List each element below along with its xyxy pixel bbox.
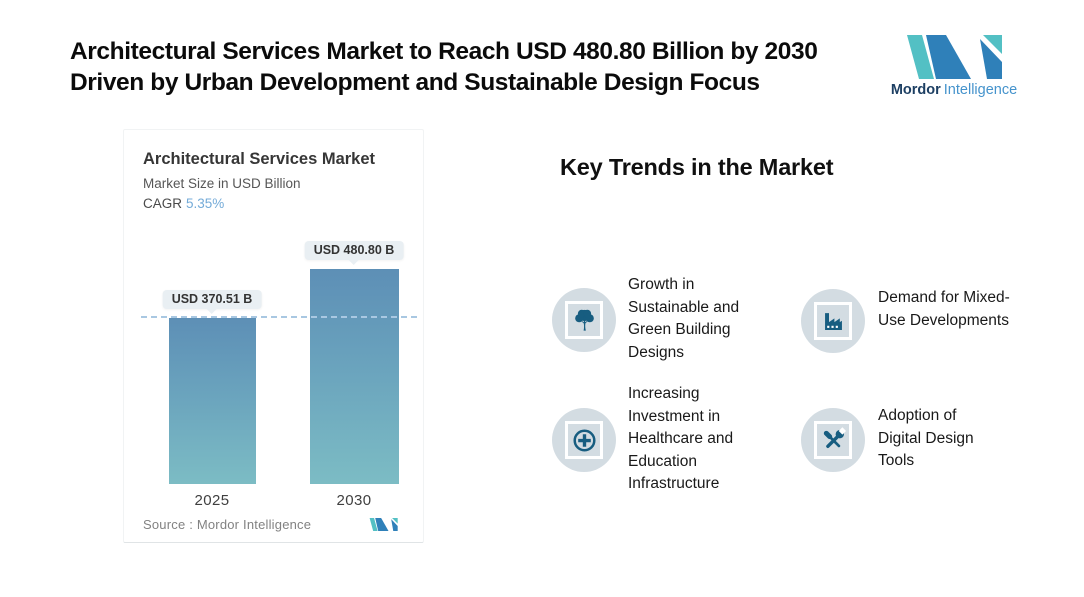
brand-name-bold: Mordor: [890, 82, 941, 98]
cagr-label: CAGR: [143, 196, 183, 211]
tree-icon: [552, 288, 616, 352]
reference-dashed-line: [141, 316, 417, 318]
tools-icon: [801, 408, 865, 472]
brand-logo: Mordor Intelligence: [886, 35, 1022, 98]
brand-name-light: Intelligence: [943, 82, 1018, 98]
trend-label-sustainable: Growth in Sustainable and Green Building…: [628, 276, 740, 361]
page-title-line1: Architectural Services Market to Reach U…: [70, 38, 818, 65]
x-axis-label-2025: 2025: [194, 492, 230, 509]
chart-cagr: CAGR 5.35%: [143, 196, 224, 211]
bar-2025: [169, 318, 256, 484]
bar-2030: [310, 269, 399, 484]
brand-name: Mordor Intelligence: [886, 82, 1022, 98]
bar-label-2025: USD 370.51 B: [162, 290, 262, 309]
tools-icon-frame: [814, 421, 852, 459]
source-text: Source : Mordor Intelligence: [143, 517, 312, 532]
medical-cross-icon-frame: [565, 421, 603, 459]
market-chart-card: Architectural Services Market Market Siz…: [123, 129, 424, 543]
trend-label-digital-tools: Adoption of Digital Design Tools: [878, 407, 974, 469]
x-axis-label-2030: 2030: [336, 492, 372, 509]
mordor-logo-small-icon: [369, 518, 398, 531]
mordor-logo-icon: [907, 35, 1002, 79]
page-title: Architectural Services Market to Reach U…: [70, 36, 818, 98]
trend-label-mixed-use: Demand for Mixed-Use Developments: [878, 289, 1010, 329]
bar-chart-plot: USD 370.51 B USD 480.80 B: [124, 241, 425, 484]
chart-title: Architectural Services Market: [143, 150, 376, 168]
key-trends-heading: Key Trends in the Market: [560, 154, 834, 180]
page-title-line2: Driven by Urban Development and Sustaina…: [70, 69, 760, 96]
factory-icon-frame: [814, 302, 852, 340]
tree-icon-frame: [565, 301, 603, 339]
trend-label-healthcare: Increasing Investment in Healthcare and …: [628, 385, 734, 492]
bar-label-2030: USD 480.80 B: [304, 241, 404, 260]
factory-icon: [801, 289, 865, 353]
chart-subtitle: Market Size in USD Billion: [143, 176, 301, 191]
cagr-value: 5.35%: [186, 196, 225, 211]
medical-cross-icon: [552, 408, 616, 472]
